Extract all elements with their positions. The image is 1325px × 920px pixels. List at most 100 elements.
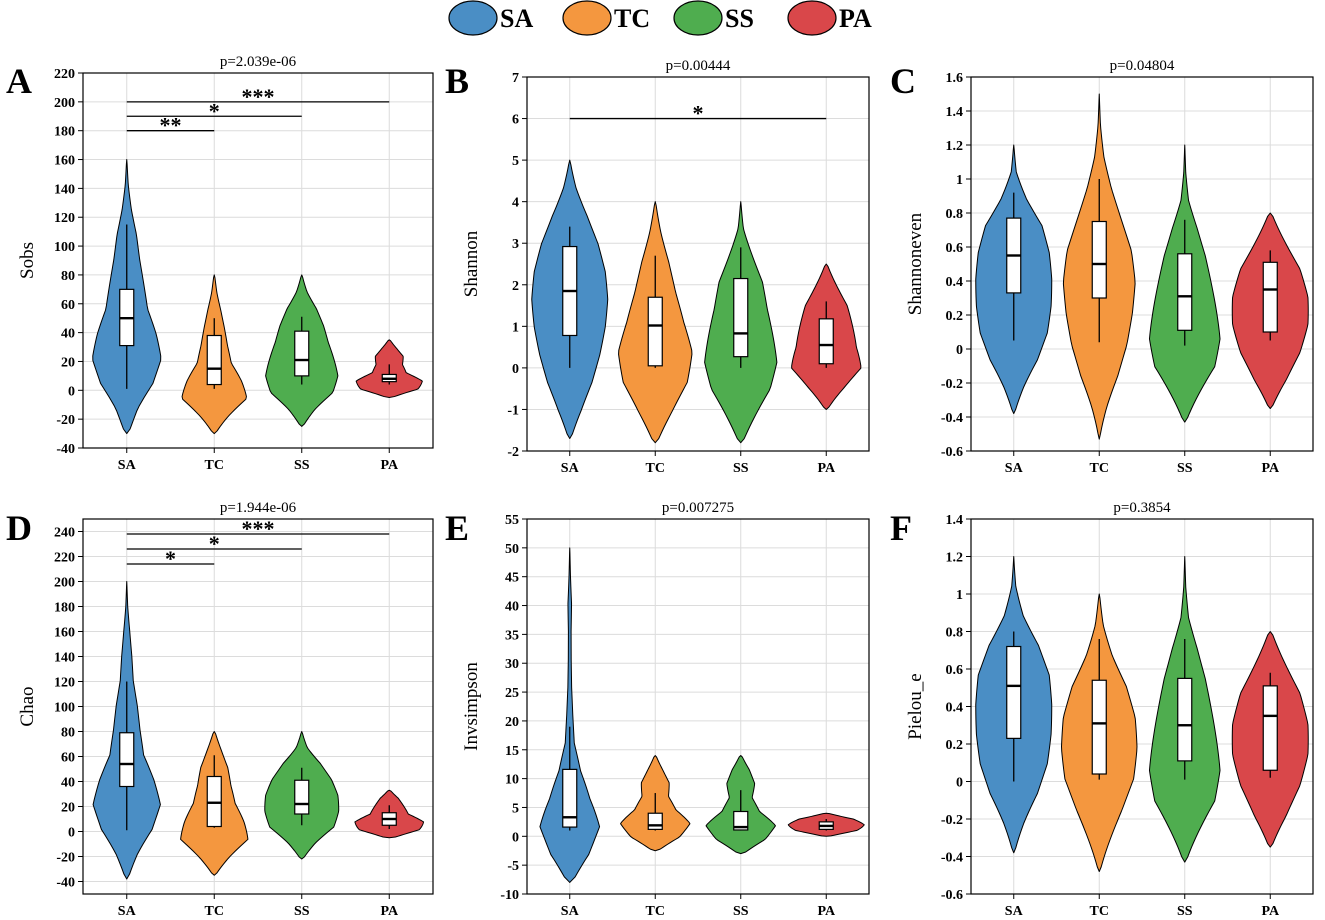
box-ss <box>1177 253 1193 331</box>
y-tick-label: 0.4 <box>946 701 964 716</box>
y-tick-label: -20 <box>56 851 75 866</box>
x-tick-label-ss: SS <box>1177 904 1193 919</box>
y-tick-label: 140 <box>54 651 75 666</box>
violin-sa <box>539 547 601 883</box>
y-tick-label: 220 <box>54 551 75 566</box>
panel-e: -10 -5 0 5 10 15 20 25 30 35 40 45 50 55 SA TC SS PA p=0.0… <box>445 500 870 919</box>
y-tick-label: 0.8 <box>946 626 964 641</box>
panel-letter: B <box>445 61 469 101</box>
box-pa <box>1262 261 1278 333</box>
y-tick-label: -1 <box>507 403 519 418</box>
y-tick-label: 1 <box>956 588 963 603</box>
panel-title: p=2.039e-06 <box>220 54 297 70</box>
y-tick-label: 1.6 <box>946 71 964 86</box>
panel-c: -0.6 -0.4 -0.2 0 0.2 0.4 0.6 0.8 1 1.2 1.4 1.6 SA TC S… <box>890 58 1314 476</box>
y-tick-label: 30 <box>505 657 519 672</box>
legend-swatch <box>448 0 498 36</box>
y-tick-label: 3 <box>512 237 519 252</box>
y-tick-label: 1.4 <box>946 105 964 120</box>
x-tick-label-tc: TC <box>205 904 224 919</box>
y-tick-label: 1 <box>956 173 963 188</box>
box-tc <box>206 775 222 828</box>
x-tick-label-sa: SA <box>118 904 137 919</box>
box-pa <box>1262 685 1278 771</box>
x-tick-label-tc: TC <box>205 458 224 473</box>
x-tick-label-ss: SS <box>1177 461 1193 476</box>
y-tick-label: 160 <box>54 154 75 169</box>
x-tick-label-sa: SA <box>561 461 580 476</box>
y-tick-label: 50 <box>505 542 519 557</box>
y-tick-label: 55 <box>505 513 519 528</box>
y-tick-label: 0 <box>512 830 519 845</box>
y-tick-label: 20 <box>61 801 75 816</box>
y-axis-label: Sobs <box>17 242 38 279</box>
x-tick-label-pa: PA <box>380 458 399 473</box>
panel-title: p=0.00444 <box>666 58 731 74</box>
box-tc <box>1091 679 1107 775</box>
y-axis-label: Shannoneven <box>905 212 926 315</box>
y-tick-label: -10 <box>500 888 519 903</box>
y-tick-label: 7 <box>512 71 519 86</box>
legend-item-tc: TC <box>562 0 650 36</box>
y-tick-label: 120 <box>54 676 75 691</box>
y-tick-label: 40 <box>61 327 75 342</box>
y-tick-label: 40 <box>505 600 519 615</box>
panel-title: p=0.007275 <box>662 500 734 516</box>
y-tick-label: 200 <box>54 96 75 111</box>
x-tick-label-tc: TC <box>646 461 665 476</box>
x-tick-label-tc: TC <box>1090 461 1109 476</box>
x-tick-label-ss: SS <box>294 904 310 919</box>
y-tick-label: -20 <box>56 413 75 428</box>
y-tick-label: 20 <box>505 715 519 730</box>
x-tick-label-ss: SS <box>294 458 310 473</box>
legend: SA TC SS PA <box>448 0 872 36</box>
legend-label: PA <box>839 4 872 33</box>
y-tick-label: 60 <box>61 751 75 766</box>
y-tick-label: 0.6 <box>946 241 964 256</box>
y-tick-label: -5 <box>507 859 519 874</box>
x-tick-label-tc: TC <box>646 904 665 919</box>
box-ss <box>294 330 310 377</box>
panel-f: -0.6 -0.4 -0.2 0 0.2 0.4 0.6 0.8 1 1.2 1.4 SA TC SS PA… <box>890 500 1314 919</box>
panel-letter: D <box>6 508 32 548</box>
x-tick-label-tc: TC <box>1090 904 1109 919</box>
y-tick-label: 6 <box>512 113 519 128</box>
y-tick-label: 160 <box>54 626 75 641</box>
y-tick-label: 0 <box>956 343 963 358</box>
significance-label: * <box>693 101 704 126</box>
plot-frame <box>970 76 1314 452</box>
y-tick-label: -2 <box>507 445 519 460</box>
y-tick-label: 0.4 <box>946 275 964 290</box>
box-sa <box>119 732 135 788</box>
panel-title: p=0.04804 <box>1110 58 1175 74</box>
significance-label: * <box>165 546 176 571</box>
box-tc <box>647 296 663 367</box>
panel-title: p=1.944e-06 <box>220 500 297 516</box>
y-tick-label: 0.2 <box>946 738 964 753</box>
plot-frame <box>526 76 870 452</box>
box-ss <box>733 810 749 831</box>
y-tick-label: 35 <box>505 628 519 643</box>
significance-label: ** <box>160 113 182 138</box>
panel-d: -40 -20 0 20 40 60 80 100 120 140 160 180 200 220 240 S… <box>6 500 434 919</box>
y-tick-label: 20 <box>61 355 75 370</box>
y-tick-label: 80 <box>61 269 75 284</box>
y-tick-label: 0 <box>68 826 75 841</box>
x-tick-label-ss: SS <box>733 461 749 476</box>
panel-letter: E <box>445 508 469 548</box>
box-pa <box>818 318 834 365</box>
y-tick-label: 220 <box>54 67 75 82</box>
y-axis-label: Invsimpson <box>461 662 482 751</box>
x-tick-label-pa: PA <box>1261 461 1280 476</box>
panel-title: p=0.3854 <box>1113 500 1171 516</box>
y-tick-label: 1.2 <box>946 139 964 154</box>
x-tick-label-ss: SS <box>733 904 749 919</box>
box-ss <box>1177 677 1193 762</box>
y-tick-label: -0.6 <box>941 888 963 903</box>
panel-letter: A <box>6 61 32 101</box>
box-tc <box>206 334 222 386</box>
y-tick-label: 5 <box>512 801 519 816</box>
box-sa <box>562 768 578 828</box>
y-axis-label: Shannon <box>461 230 482 297</box>
